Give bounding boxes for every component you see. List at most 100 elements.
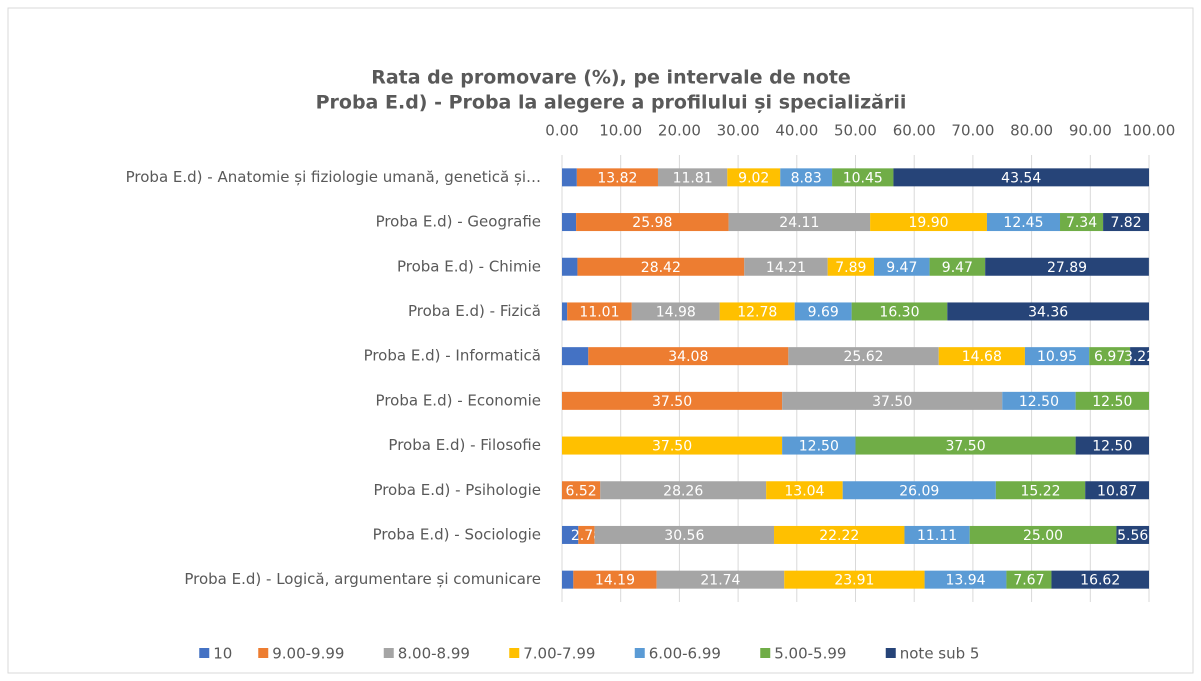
- x-tick-label: 80.00: [1010, 122, 1053, 140]
- bar-segment: [576, 168, 658, 187]
- bar-segment: [567, 302, 632, 321]
- bar-segment: [1060, 213, 1104, 232]
- bar-segment: [1103, 213, 1149, 232]
- legend-swatch: [760, 648, 771, 658]
- data-label: 16.62: [1080, 573, 1120, 589]
- bar-segment: [1051, 570, 1149, 589]
- data-label: 9.47: [886, 260, 917, 276]
- bar-segment: [1006, 570, 1052, 589]
- data-label: 30.56: [664, 528, 704, 544]
- bar-segment: [873, 257, 930, 276]
- y-tick-label: Proba E.d) - Fizică: [408, 302, 541, 320]
- data-label: 11.81: [673, 170, 713, 186]
- legend-swatch: [634, 648, 645, 658]
- bar-segment: [1130, 347, 1149, 366]
- data-label: 7.34: [1066, 215, 1097, 231]
- data-label: 9.69: [808, 304, 839, 320]
- bar-segment: [562, 257, 578, 276]
- data-label: 10.87: [1097, 483, 1137, 499]
- bar-segment: [562, 570, 574, 589]
- bar-segment: [780, 168, 833, 187]
- data-label: 43.54: [1001, 170, 1041, 186]
- data-label: 34.08: [668, 349, 708, 365]
- x-tick-label: 100.00: [1123, 122, 1176, 140]
- y-tick-label: Proba E.d) - Filosofie: [388, 436, 541, 454]
- data-label: 13.94: [945, 573, 985, 589]
- data-label: 12.78: [737, 304, 777, 320]
- bar-segment: [827, 257, 874, 276]
- data-label: 27.89: [1047, 260, 1087, 276]
- bar-segment: [656, 570, 785, 589]
- data-label: 11.01: [579, 304, 619, 320]
- bar-segment: [924, 570, 1007, 589]
- bar-segment: [985, 257, 1149, 276]
- y-tick-label: Proba E.d) - Sociologie: [373, 525, 541, 543]
- bar-segment: [578, 525, 595, 544]
- x-tick-label: 40.00: [775, 122, 818, 140]
- legend-label: 10: [213, 645, 232, 663]
- data-label: 10.45: [843, 170, 883, 186]
- data-label: 12.50: [1019, 394, 1059, 410]
- bar-segment: [1002, 391, 1076, 410]
- data-label: 12.45: [1003, 215, 1043, 231]
- bar-segment: [1024, 347, 1090, 366]
- legend-swatch: [258, 648, 269, 658]
- data-label: 14.68: [962, 349, 1002, 365]
- bar-segment: [728, 213, 871, 232]
- bar-segment: [576, 213, 729, 232]
- bar-segment: [870, 213, 987, 232]
- x-tick-label: 30.00: [717, 122, 760, 140]
- x-tick-label: 10.00: [599, 122, 642, 140]
- bar-segment: [562, 436, 783, 455]
- data-label: 7.82: [1110, 215, 1141, 231]
- data-label: 7.67: [1013, 573, 1044, 589]
- data-label: 37.50: [652, 439, 692, 455]
- data-label: 8.83: [791, 170, 822, 186]
- y-tick-label: Proba E.d) - Informatică: [364, 347, 541, 365]
- data-label: 16.30: [879, 304, 919, 320]
- bar-segment: [588, 347, 789, 366]
- data-label: 25.98: [632, 215, 672, 231]
- legend-label: 5.00-5.99: [774, 645, 846, 663]
- legend-label: 8.00-8.99: [398, 645, 470, 663]
- bar-segment: [774, 525, 905, 544]
- x-tick-label: 50.00: [834, 122, 877, 140]
- data-label: 14.21: [766, 260, 806, 276]
- y-tick-label: Proba E.d) - Psihologie: [373, 481, 541, 499]
- data-label: 22.22: [819, 528, 859, 544]
- data-label: 12.50: [1092, 439, 1132, 455]
- data-label: 6.97: [1094, 349, 1125, 365]
- data-label: 13.82: [597, 170, 637, 186]
- bar-segment: [1116, 525, 1150, 544]
- bar-segment: [904, 525, 970, 544]
- data-label: 26.09: [899, 483, 939, 499]
- y-tick-label: Proba E.d) - Anatomie și fiziologie uman…: [126, 168, 541, 186]
- bar-segment: [1075, 436, 1149, 455]
- y-tick-label: Proba E.d) - Logică, argumentare și comu…: [184, 570, 541, 588]
- legend-label: note sub 5: [900, 645, 980, 663]
- bar-segment: [782, 391, 1003, 410]
- bar-segment: [594, 525, 775, 544]
- data-label: 25.62: [843, 349, 883, 365]
- data-label: 13.04: [784, 483, 824, 499]
- bar-segment: [600, 481, 767, 500]
- bar-segment: [1075, 391, 1149, 410]
- y-tick-label: Proba E.d) - Chimie: [397, 257, 541, 275]
- y-tick-label: Proba E.d) - Geografie: [376, 213, 541, 231]
- bar-segment: [1089, 347, 1131, 366]
- bar-segment: [986, 213, 1061, 232]
- legend-swatch: [383, 648, 394, 658]
- data-label: 24.11: [779, 215, 819, 231]
- bar-segment: [832, 168, 894, 187]
- bar-segment: [562, 168, 577, 187]
- bar-segment: [573, 570, 657, 589]
- data-label: 34.36: [1028, 304, 1068, 320]
- bar-segment: [893, 168, 1149, 187]
- data-label: 37.50: [872, 394, 912, 410]
- y-tick-label: Proba E.d) - Economie: [376, 391, 541, 409]
- bar-segment: [719, 302, 795, 321]
- data-label: 9.47: [942, 260, 973, 276]
- data-label: 21.74: [700, 573, 740, 589]
